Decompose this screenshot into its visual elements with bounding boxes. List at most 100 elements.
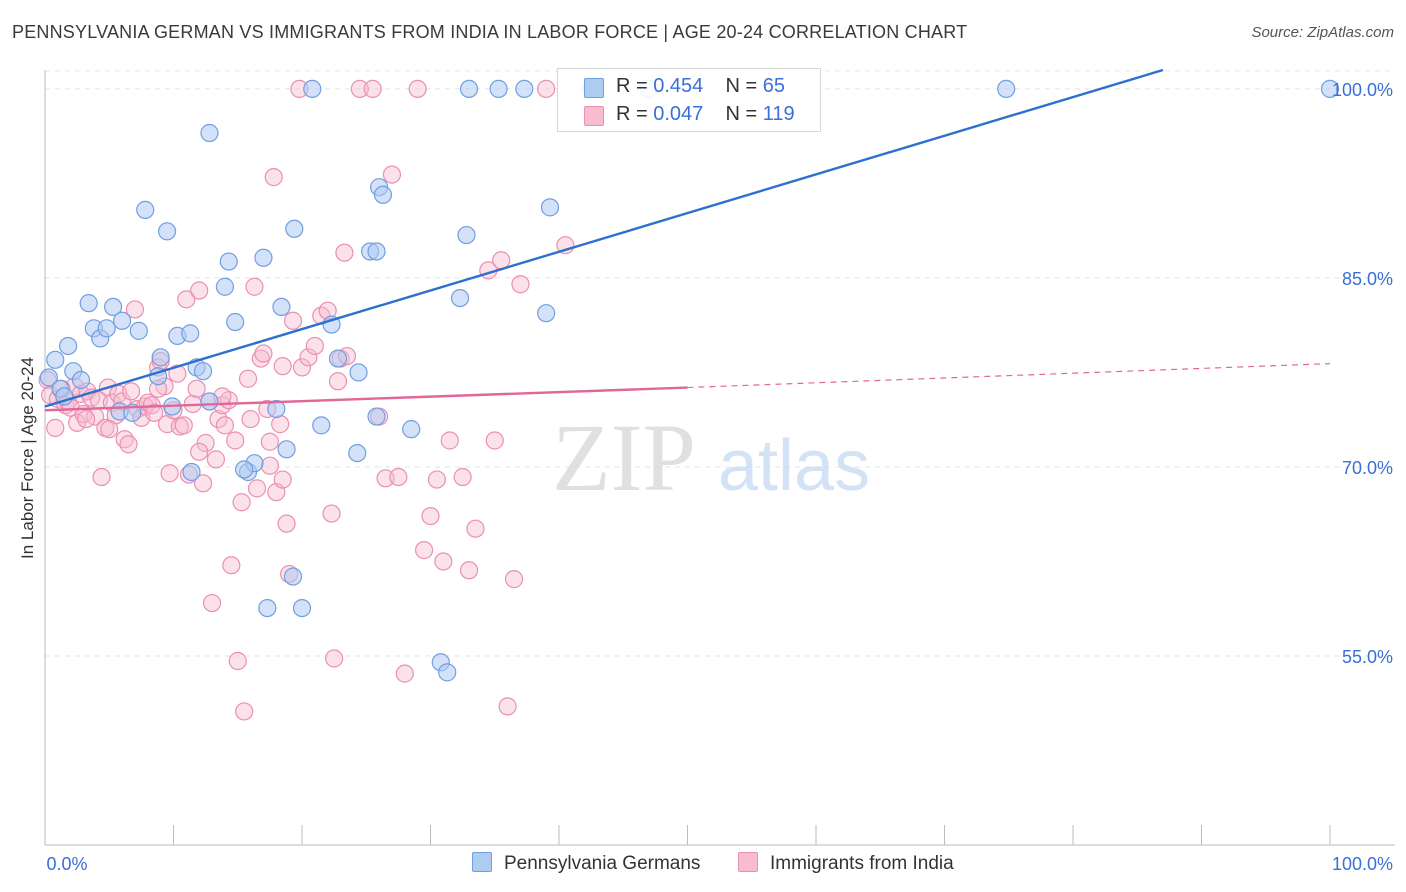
india-point (325, 649, 344, 668)
india-point (299, 348, 318, 367)
legend-r-value: 0.454 (653, 75, 704, 97)
india-point (121, 382, 141, 401)
india-point (305, 336, 324, 356)
india-point (260, 456, 279, 475)
india-point (202, 593, 222, 613)
india-point (187, 379, 206, 398)
watermark-atlas: atlas (718, 426, 870, 506)
india-point (125, 300, 145, 319)
india-point (283, 311, 303, 330)
stats-legend: R = 0.454 N = 65 R = 0.047 N = 119 (557, 68, 821, 132)
pa-german-point (285, 219, 304, 238)
pa-german-point (489, 79, 508, 99)
india-point (408, 79, 427, 99)
india-point (485, 431, 504, 450)
bottom-legend-india: Immigrants from India (738, 852, 954, 875)
legend-n-value: 65 (762, 75, 786, 97)
india-point (382, 165, 402, 184)
pa-german-point (450, 288, 470, 308)
pa-german-point (104, 297, 123, 317)
x-tick-label: 0.0% (46, 854, 87, 874)
india-point (238, 369, 258, 388)
pa-german-point (540, 198, 560, 217)
india-point (328, 372, 348, 391)
pa-german-point (181, 324, 200, 343)
legend-swatch-blue (584, 78, 604, 98)
legend-swatch-blue (472, 852, 492, 872)
pa-german-point (112, 311, 132, 330)
pa-german-point (258, 598, 277, 618)
india-point (363, 79, 382, 99)
pa-german-point (367, 242, 386, 261)
india-point (174, 416, 193, 435)
bottom-legend-pa-german: Pennsylvania Germans (472, 852, 700, 875)
india-point (92, 467, 111, 487)
pa-german-point (1320, 79, 1340, 99)
x-tick-label: 100.0% (1332, 854, 1393, 874)
pa-german-point (129, 321, 148, 340)
chart-title: PENNSYLVANIA GERMAN VS IMMIGRANTS FROM I… (12, 22, 968, 42)
legend-r-label: R = (616, 103, 648, 125)
pa-german-point (200, 392, 219, 411)
india-point (453, 467, 472, 487)
india-point (421, 506, 440, 526)
pa-german-point (328, 349, 348, 368)
india-point (168, 364, 187, 383)
pa-german-point (59, 336, 78, 356)
india-point (273, 357, 292, 376)
india-point (251, 349, 270, 368)
india-point (245, 277, 264, 296)
india-point (260, 432, 279, 451)
pa-german-point (283, 567, 303, 586)
pa-german-point (157, 222, 177, 241)
india-point (440, 431, 459, 450)
legend-swatch-pink (738, 852, 758, 872)
legend-label-pa-german: Pennsylvania Germans (504, 853, 701, 874)
india-point (504, 570, 524, 589)
india-point (145, 403, 164, 422)
legend-n-label: N = (725, 75, 758, 97)
pa-german-point (200, 123, 219, 143)
pa-german-point (267, 399, 286, 419)
india-point (395, 664, 414, 683)
legend-n-value: 119 (762, 103, 795, 125)
india-point (193, 474, 213, 493)
india-point (459, 561, 479, 580)
y-axis-label: In Labor Force | Age 20-24 (18, 357, 37, 559)
pa-german-point (457, 225, 476, 245)
pa-german-point (39, 368, 58, 387)
legend-swatch-pink (584, 106, 604, 126)
pa-german-point (537, 304, 556, 323)
pa-german-point (123, 403, 142, 422)
india-point (232, 493, 251, 512)
india-point (376, 469, 395, 488)
india-point (222, 556, 241, 575)
pa-german-point (303, 79, 322, 99)
pa-german-trend-line (44, 68, 1164, 408)
india-point (389, 467, 408, 487)
india-point (241, 409, 260, 429)
pa-german-point (71, 370, 91, 390)
india-point (215, 416, 234, 435)
india-point (77, 409, 96, 429)
india-point (350, 79, 369, 99)
legend-r-value: 0.047 (653, 103, 704, 125)
pa-german-point (402, 420, 421, 439)
india-point (190, 281, 209, 300)
pa-german-point (219, 252, 238, 271)
pa-german-point (367, 407, 386, 426)
pa-german-point (182, 462, 201, 482)
india-point (190, 442, 209, 461)
legend-n-label: N = (725, 103, 758, 125)
gridlines (45, 70, 1395, 657)
india-point (322, 504, 341, 523)
india-point (235, 702, 254, 721)
india-point (414, 541, 434, 560)
pa-german-point (292, 598, 312, 618)
india-point (100, 420, 119, 439)
y-tick-label: 100.0% (1332, 80, 1393, 100)
pa-german-point (515, 79, 534, 99)
india-point (226, 431, 245, 450)
india-point (277, 514, 296, 533)
pa-german-point (79, 294, 98, 313)
